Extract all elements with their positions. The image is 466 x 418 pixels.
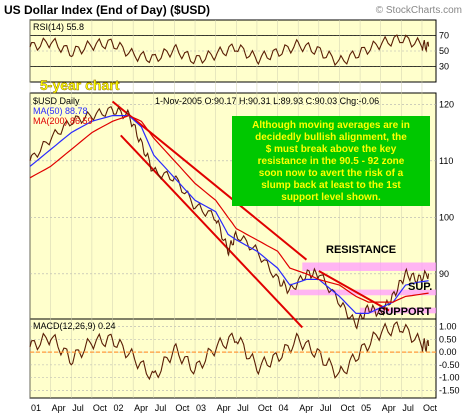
ma50-label: MA(50) 88.78 — [33, 106, 88, 116]
x-tick-label: 05 — [361, 403, 371, 413]
y-tick-label: 0.50 — [439, 334, 457, 344]
y-tick-label: 1.00 — [439, 322, 457, 332]
y-tick-label: 100 — [439, 212, 454, 222]
x-tick-label: Oct — [93, 403, 108, 413]
ma200-label: MA(200) 86.59 — [33, 116, 93, 126]
y-tick-label: 70 — [439, 31, 449, 41]
price-zone — [360, 307, 436, 314]
x-tick-label: 01 — [31, 403, 41, 413]
macd-label: MACD(12,26,9) 0.24 — [33, 321, 116, 331]
x-tick-label: Oct — [423, 403, 438, 413]
x-tick-label: Apr — [217, 403, 231, 413]
credit-text: © StockCharts.com — [376, 5, 462, 16]
annotation-line: support level shown. — [281, 192, 381, 203]
y-tick-label: -0.50 — [439, 360, 460, 370]
resistance-label: RESISTANCE — [326, 244, 396, 256]
channel-line — [111, 100, 308, 261]
y-tick-label: 90 — [439, 269, 449, 279]
price-zone — [289, 289, 436, 296]
x-tick-label: Oct — [175, 403, 190, 413]
y-tick-label: 120 — [439, 99, 454, 109]
chart-title: US Dollar Index (End of Day) ($USD) — [4, 3, 210, 17]
zone-layer — [289, 262, 436, 314]
x-tick-label: Apr — [382, 403, 396, 413]
support2-label: SUPPORT — [378, 306, 431, 318]
y-tick-label: 0.00 — [439, 347, 457, 357]
macd-panel — [29, 318, 437, 399]
x-tick-label: Apr — [134, 403, 148, 413]
y-tick-label: 110 — [439, 156, 453, 166]
annotation-text: Although moving averages are indecidedly… — [252, 120, 410, 203]
x-tick-label: 03 — [196, 403, 206, 413]
x-tick-label: Jul — [237, 403, 249, 413]
chart-tag: 5-year chart — [40, 77, 120, 93]
channel-layer — [111, 100, 390, 329]
annotation-line: $ must break above the key — [266, 144, 397, 155]
annotation-box — [232, 116, 430, 206]
annotation-line: resistance in the 90.5 - 92 zone — [258, 156, 405, 167]
x-tick-label: Oct — [258, 403, 273, 413]
channel-line — [318, 270, 390, 312]
symbol-label: $USD Daily — [33, 96, 80, 106]
price-line — [29, 105, 430, 330]
rsi-panel — [29, 19, 437, 83]
y-tick-label: 50 — [439, 46, 449, 56]
tick-layer: 70 50 30 120 110 100 90 1.00 0.50 0.00 -0.50 -1.00 -… — [439, 31, 460, 396]
x-tick-label: Jul — [72, 403, 84, 413]
x-axis: 01 Apr Jul Oct 02 Apr Jul Oct 03 Apr Jul Oct 04 Apr Ju… — [31, 403, 437, 413]
rsi-line — [29, 34, 430, 67]
ohlc-label: 1-Nov-2005 O:90.17 H:90.31 L:89.93 C:90.… — [155, 96, 379, 106]
series-layer — [29, 34, 436, 381]
y-tick-label: -1.50 — [439, 385, 460, 395]
support1-label: SUP. — [408, 281, 432, 293]
annotation-line: Although moving averages are in — [252, 120, 410, 131]
ma50-line — [29, 114, 429, 314]
x-tick-label: Jul — [402, 403, 414, 413]
y-tick-label: 30 — [439, 62, 449, 72]
annotation-line: decidedly bullish alignment, the — [255, 132, 407, 143]
x-tick-label: Jul — [155, 403, 167, 413]
annotation-line: soon now to avert the risk of a — [259, 168, 404, 179]
x-tick-label: 02 — [114, 403, 124, 413]
annotation-line: slump back at least to the 1st — [261, 180, 401, 191]
x-tick-label: Apr — [52, 403, 66, 413]
macd-line — [29, 321, 430, 381]
rsi-label: RSI(14) 55.8 — [33, 22, 84, 32]
x-tick-label: Oct — [340, 403, 355, 413]
x-tick-label: Jul — [320, 403, 332, 413]
ma200-line — [29, 114, 429, 303]
y-tick-label: -1.00 — [439, 373, 460, 383]
channel-line — [120, 134, 304, 329]
x-tick-label: Apr — [299, 403, 313, 413]
price-zone — [302, 262, 436, 271]
x-tick-label: 04 — [279, 403, 289, 413]
